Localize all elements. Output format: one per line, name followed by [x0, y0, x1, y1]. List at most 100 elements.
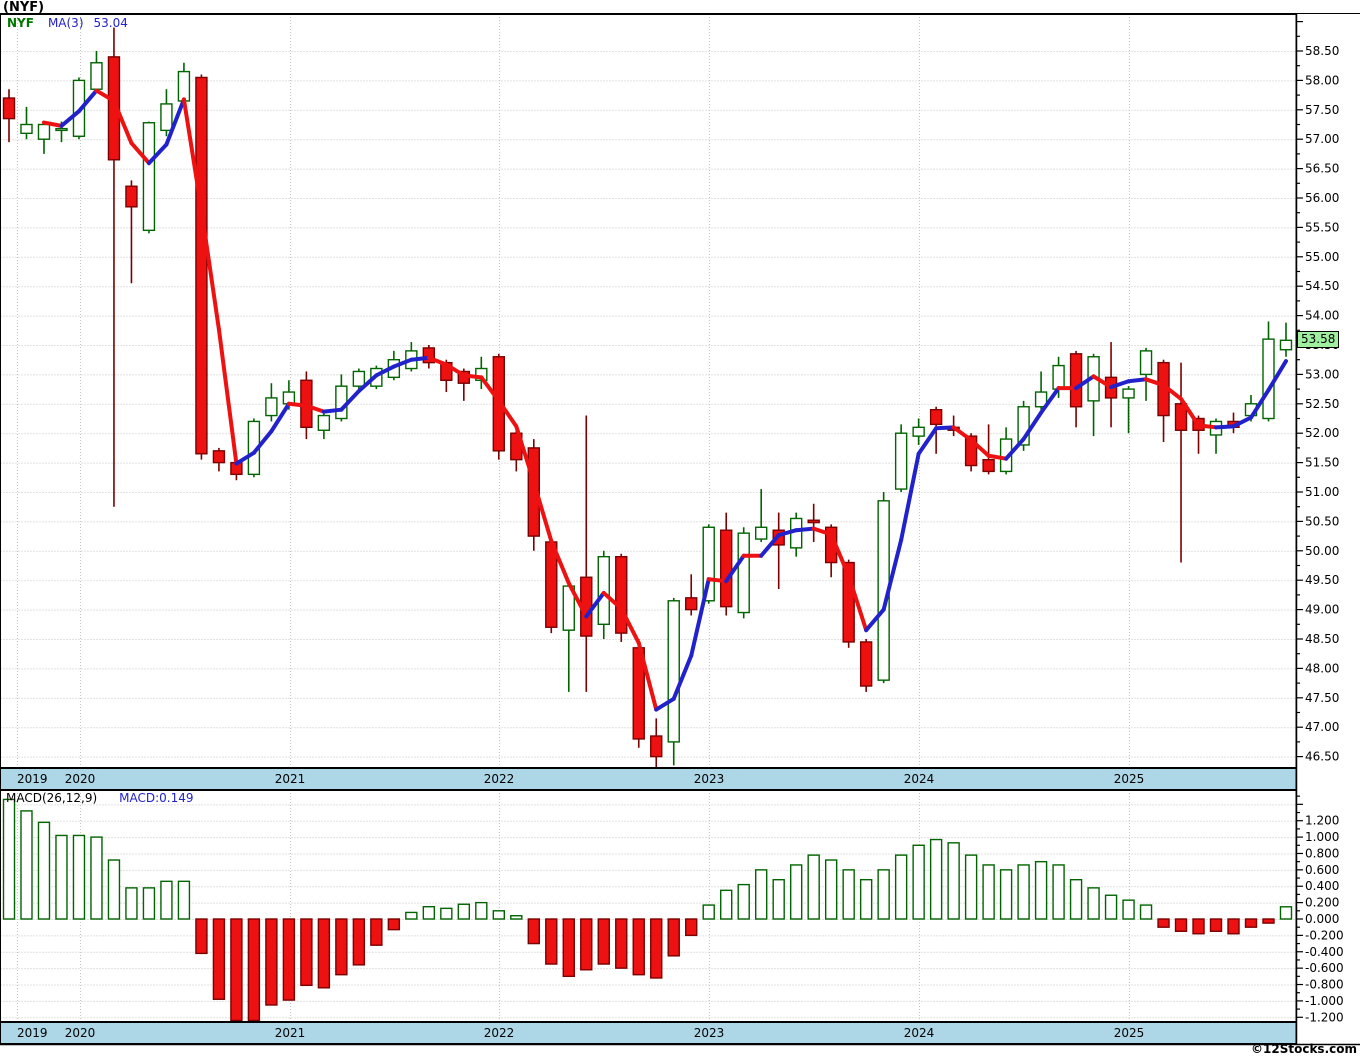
- last-price-badge: 53.58: [1297, 331, 1340, 348]
- year-label: 2019: [17, 1026, 48, 1040]
- macd-bar-negative: [685, 918, 698, 937]
- ma-segment: [304, 403, 326, 414]
- macd-bar-positive: [405, 911, 418, 920]
- ma-segment: [584, 590, 606, 619]
- macd-axis-label: -0.400: [1305, 945, 1344, 959]
- ma-segment: [514, 424, 536, 485]
- macd-histogram: [2, 798, 1293, 1022]
- ma-segment: [129, 141, 151, 166]
- ma-segment: [374, 364, 396, 378]
- ma-value: 53.04: [93, 16, 128, 30]
- year-label: 2023: [694, 1026, 725, 1040]
- macd-bar-negative: [615, 918, 628, 969]
- macd-bar-positive: [107, 859, 121, 920]
- macd-bar-negative: [230, 918, 243, 1022]
- year-label: 2024: [904, 1026, 935, 1040]
- year-label: 2024: [904, 772, 935, 786]
- ma-segment: [1039, 386, 1061, 415]
- ma-segment: [794, 526, 816, 533]
- year-label: 2025: [1114, 772, 1145, 786]
- candle-down: [212, 450, 226, 464]
- macd-bar-negative: [1157, 918, 1170, 928]
- price-axis-label: 50.50: [1305, 514, 1339, 528]
- macd-bar-negative: [1174, 918, 1188, 932]
- macd-bar-negative: [545, 918, 558, 965]
- macd-bar-positive: [1034, 860, 1048, 920]
- price-axis-label: 48.50: [1305, 632, 1339, 646]
- ma-segment: [111, 98, 134, 146]
- macd-axis-label: -0.600: [1305, 961, 1344, 975]
- ma-segment: [1091, 374, 1114, 390]
- candle-down: [842, 561, 855, 643]
- year-label: 2021: [275, 1026, 306, 1040]
- price-axis-label: 51.50: [1305, 456, 1339, 470]
- macd-bar-positive: [859, 878, 873, 920]
- ma-segment: [636, 640, 659, 712]
- price-axis-label: 58.00: [1305, 73, 1339, 87]
- candle-down: [807, 519, 820, 524]
- macd-axis-label: 0.200: [1305, 896, 1339, 910]
- ma-segment: [969, 438, 991, 458]
- ma-segment: [531, 480, 554, 543]
- ma-segment: [601, 590, 624, 611]
- candle-up: [737, 532, 750, 614]
- ma-segment: [986, 453, 1009, 461]
- year-label: 2022: [484, 1026, 515, 1040]
- macd-bar-positive: [457, 903, 471, 920]
- macd-axis-label: 0.600: [1305, 863, 1339, 877]
- ma-segment: [916, 426, 939, 456]
- ma-segment: [1249, 388, 1271, 420]
- price-axis-label: 47.00: [1305, 720, 1339, 734]
- candle-up: [1052, 364, 1065, 390]
- candle-up: [265, 397, 278, 417]
- ma-segment: [286, 401, 309, 408]
- macd-bar-positive: [1069, 878, 1083, 920]
- candle-down: [195, 76, 208, 455]
- ma-segment: [444, 362, 466, 378]
- ma-segment: [706, 577, 729, 584]
- price-axis-label: 54.50: [1305, 279, 1339, 293]
- candle-up: [1034, 391, 1048, 408]
- year-label: 2020: [65, 1026, 96, 1040]
- macd-current-value: MACD:0.149: [119, 791, 194, 805]
- candle-down: [615, 555, 628, 634]
- price-axis-label: 48.00: [1305, 661, 1339, 675]
- year-label: 2021: [275, 772, 306, 786]
- macd-bar-positive: [964, 854, 978, 920]
- candle-down: [929, 408, 943, 426]
- macd-bar-positive: [1279, 906, 1293, 920]
- price-axis-label: 57.00: [1305, 132, 1339, 146]
- macd-bar-negative: [650, 918, 663, 979]
- ma-segment: [1196, 423, 1219, 430]
- macd-axis: 1.200 1.000 0.800 0.600 0.400 0.200 0.000 -0.20…: [1296, 795, 1344, 1024]
- macd-bar-negative: [317, 918, 331, 989]
- price-axis-label: 58.50: [1305, 44, 1339, 58]
- macd-bar-negative: [1262, 918, 1275, 924]
- ma-segment: [146, 142, 169, 166]
- candle-down: [2, 97, 16, 120]
- macd-bar-negative: [282, 918, 296, 1001]
- candle-up: [142, 122, 156, 232]
- watermark: ©12Stocks.com: [1251, 1042, 1357, 1056]
- ma-segment: [899, 451, 921, 543]
- macd-axis-label: 1.200: [1305, 814, 1339, 828]
- ma-segment: [689, 577, 711, 658]
- symbol-label: NYF: [7, 16, 34, 30]
- macd-bar-positive: [877, 869, 890, 920]
- macd-bar-negative: [265, 918, 278, 1006]
- candle-up: [160, 103, 173, 132]
- macd-bar-negative: [527, 918, 540, 945]
- year-label: 2025: [1114, 1026, 1145, 1040]
- price-axis-label: 52.50: [1305, 397, 1339, 411]
- candle-up: [335, 385, 348, 420]
- candle-up: [912, 426, 925, 437]
- macd-bar-negative: [562, 918, 575, 978]
- candle-up: [667, 600, 680, 743]
- ma-segment: [339, 389, 361, 412]
- macd-bar-positive: [824, 859, 838, 920]
- macd-bar-positive: [160, 880, 173, 920]
- year-band: [0, 768, 1297, 790]
- price-axis-label: 57.50: [1305, 103, 1339, 117]
- ma-segment: [1231, 415, 1254, 429]
- macd-bar-negative: [580, 918, 593, 971]
